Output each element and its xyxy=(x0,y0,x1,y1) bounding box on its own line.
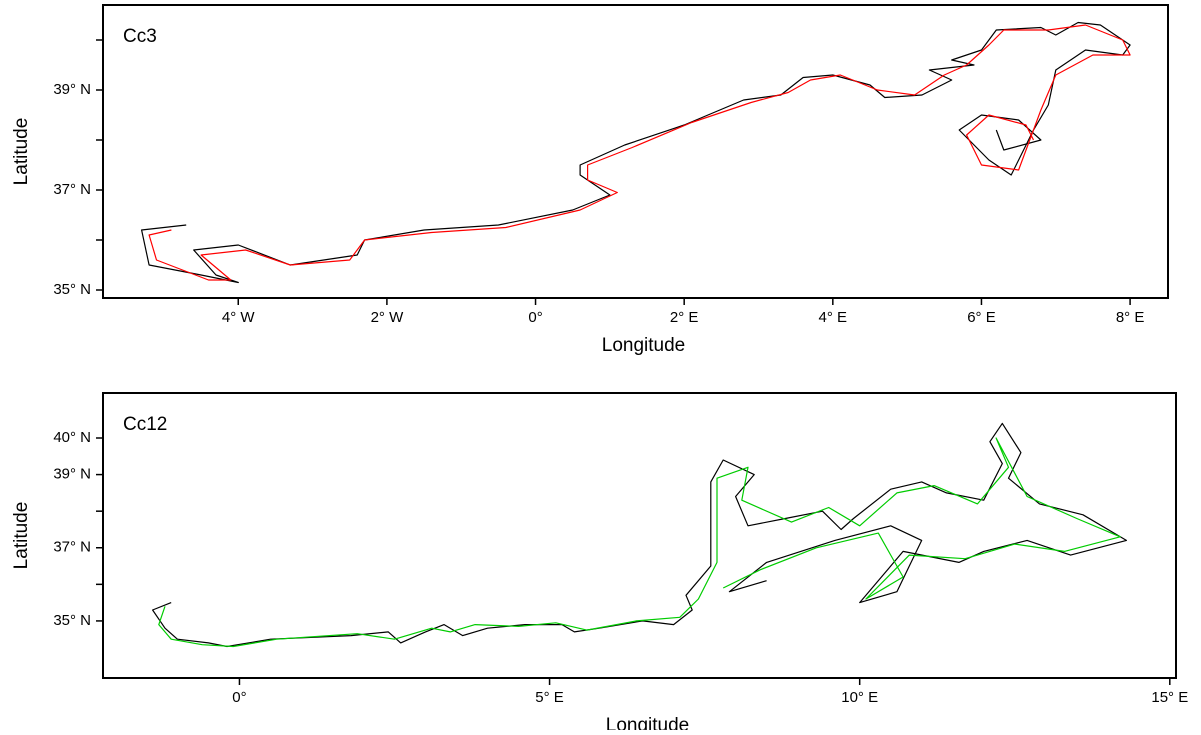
tracks xyxy=(152,422,1127,648)
tracks xyxy=(141,21,1131,284)
y-tick-label: 40° N xyxy=(53,429,91,446)
x-tick-label: 2° W xyxy=(371,309,405,326)
x-tick-label: 8° E xyxy=(1116,309,1145,326)
x-axis-label: Longitude xyxy=(606,715,689,730)
y-tick-label: 37° N xyxy=(53,181,91,198)
x-tick-label: 4° E xyxy=(819,309,848,326)
track-line xyxy=(152,422,1127,648)
x-tick-label: 5° E xyxy=(535,689,564,706)
x-tick-label: 2° E xyxy=(670,309,699,326)
x-tick-label: 15° E xyxy=(1151,689,1188,706)
x-tick-label: 4° W xyxy=(222,309,256,326)
panel: 0° 5° E 10° E 15° E 35° N 37° N 39° N 40° N Cc12… xyxy=(11,392,1188,735)
y-axis-label: Latitude xyxy=(11,502,32,570)
y-tick-label: 35° N xyxy=(53,281,91,298)
y-tick-label: 35° N xyxy=(53,612,91,629)
track-line xyxy=(148,24,1131,281)
y-tick-label: 37° N xyxy=(53,539,91,556)
x-axis-label: Longitude xyxy=(602,335,685,356)
plot-frame xyxy=(102,4,1169,299)
panel-title: Cc3 xyxy=(123,26,157,47)
y-tick-label: 39° N xyxy=(53,466,91,483)
panel-title: Cc12 xyxy=(123,414,167,435)
y-axis-label: Latitude xyxy=(11,118,32,186)
y-tick-label: 39° N xyxy=(53,81,91,98)
x-tick-label: 10° E xyxy=(841,689,878,706)
panel: 4° W 2° W 0° 2° E 4° E 6° E 8° E 35° N 37° N 39° … xyxy=(11,4,1169,356)
track-line xyxy=(141,21,1131,284)
plot-frame xyxy=(102,392,1177,679)
track-line xyxy=(158,437,1121,648)
x-tick-label: 0° xyxy=(528,309,542,326)
x-tick-label: 6° E xyxy=(967,309,996,326)
x-tick-label: 0° xyxy=(232,689,246,706)
